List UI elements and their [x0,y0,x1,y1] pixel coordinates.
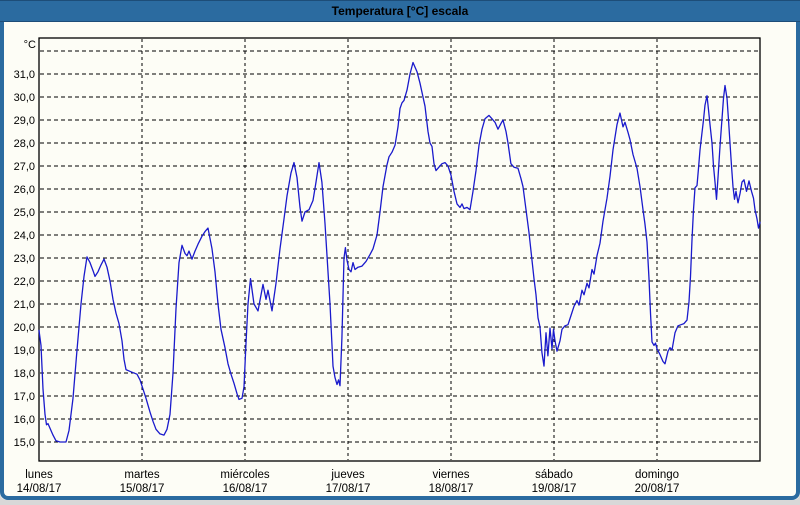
plot-frame [38,37,761,462]
x-day-date: 18/08/17 [429,483,474,495]
y-tick-label: 24,0 [14,230,35,242]
x-day-date: 17/08/17 [326,483,371,495]
y-tick-label: 22,0 [14,276,35,288]
x-day-name: jueves [330,469,364,481]
x-day-date: 20/08/17 [635,483,680,495]
x-day-date: 19/08/17 [532,483,577,495]
y-tick-label: 30,0 [14,92,35,104]
y-tick-label: 19,0 [14,345,35,357]
window-title: Temperatura [°C] escala [332,4,469,18]
y-tick-label: 15,0 [14,437,35,449]
y-tick-label: 20,0 [14,322,35,334]
plot-area: 15,0 16,0 17,0 18,0 19,0 20,0 21,0 22,0 23,0 24,0… [14,37,761,495]
x-day-name: viernes [432,469,469,481]
x-day-name: sábado [535,469,573,481]
x-day-date: 14/08/17 [17,483,62,495]
y-axis-unit-label: °C [24,39,36,51]
temperature-line [38,61,761,443]
x-day-date: 16/08/17 [223,483,268,495]
y-tick-label: 28,0 [14,138,35,150]
x-day-name: lunes [25,469,53,481]
x-day-name: domingo [635,469,679,481]
titlebar[interactable] [0,0,800,22]
x-day-date: 15/08/17 [120,483,165,495]
y-tick-label: 18,0 [14,368,35,380]
x-day-name: miércoles [220,469,269,481]
y-tick-label: 25,0 [14,207,35,219]
y-tick-label: 23,0 [14,253,35,265]
y-tick-label: 31,0 [14,69,35,81]
y-tick-label: 27,0 [14,161,35,173]
y-tick-label: 26,0 [14,184,35,196]
y-tick-label: 29,0 [14,115,35,127]
y-tick-label: 21,0 [14,299,35,311]
x-day-name: martes [124,469,159,481]
y-tick-label: 17,0 [14,391,35,403]
y-tick-label: 16,0 [14,414,35,426]
